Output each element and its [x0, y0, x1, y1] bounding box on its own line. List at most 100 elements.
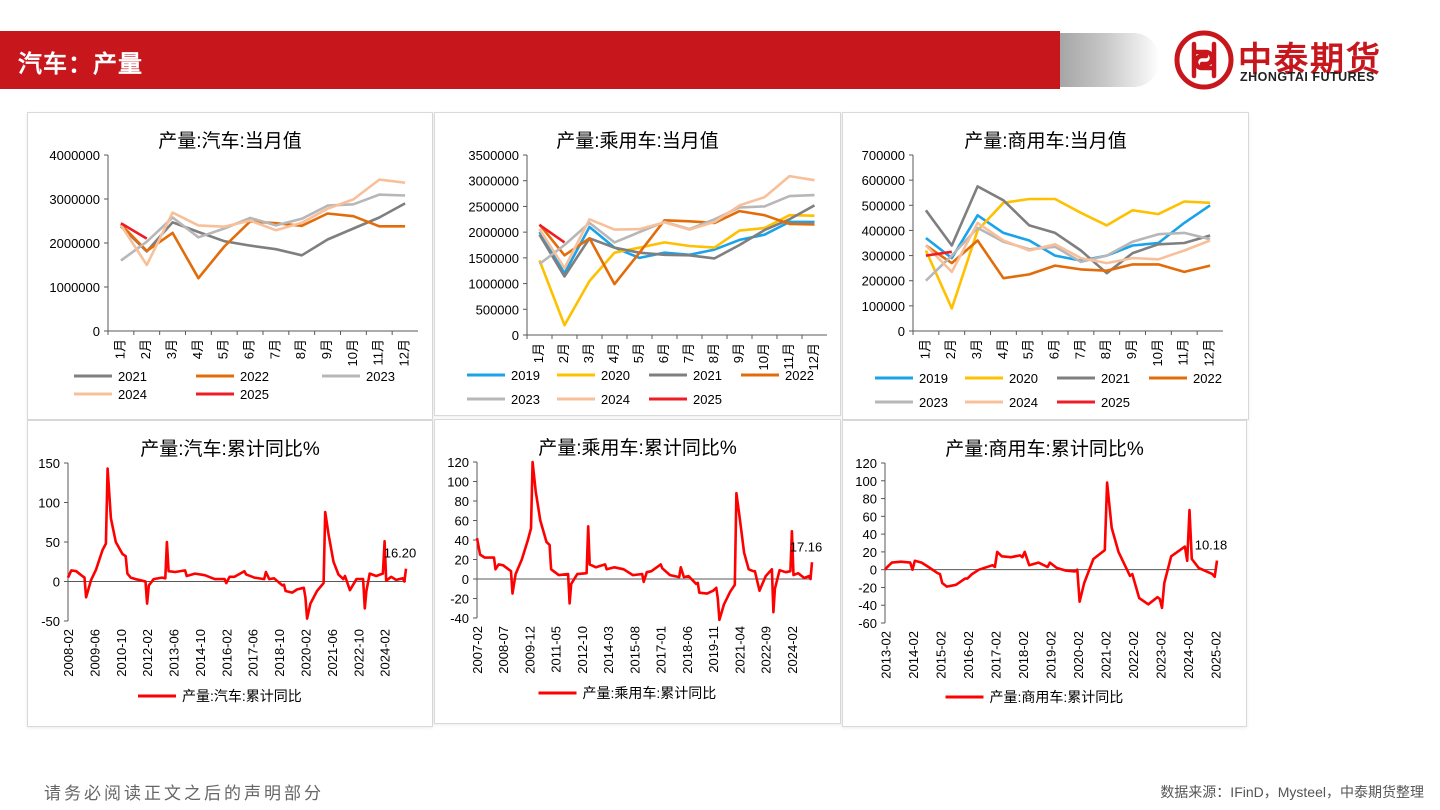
x-tick-label: 2012-02	[140, 629, 155, 677]
x-tick-label: 2018-02	[1016, 631, 1031, 679]
y-tick-label: 60	[455, 514, 469, 529]
x-tick-label: 7月	[681, 343, 696, 363]
y-tick-label: -40	[858, 598, 877, 613]
chart-title: 产量:乘用车:累计同比%	[538, 437, 737, 459]
y-tick-label: 500000	[862, 198, 905, 213]
chart-title: 产量:商用车:累计同比%	[945, 438, 1144, 460]
x-tick-label: 2016-02	[961, 631, 976, 679]
series-line-2024	[119, 178, 406, 267]
footer-source: 数据来源：IFinD，Mysteel，中泰期货整理	[1160, 784, 1424, 800]
chart-commercial-monthly: 产量:商用车:当月值 0 100000 200000 300000 400000 50000…	[862, 130, 1223, 410]
x-tick-label: 2008-07	[496, 626, 511, 674]
y-tick-label: 1000000	[49, 280, 100, 295]
x-tick-label: 2017-06	[246, 629, 261, 677]
header-bar	[0, 31, 1060, 89]
logo-en-text: ZHONGTAI FUTURES	[1240, 70, 1375, 84]
y-tick-label: 200000	[862, 274, 905, 289]
x-tick-label: 3月	[164, 339, 179, 359]
y-tick-label: -50	[41, 614, 60, 629]
x-tick-label: 2021-02	[1099, 631, 1114, 679]
legend-label: 2025	[693, 392, 722, 407]
chart-panel-passenger-monthly: 产量:乘用车:当月值 0 500000 1000000 1500000 2000000 25…	[434, 112, 841, 416]
footer-disclaimer: 请务必阅读正文之后的声明部分	[44, 784, 324, 804]
chart-passenger-monthly: 产量:乘用车:当月值 0 500000 1000000 1500000 2000000 25…	[467, 130, 827, 407]
y-tick-label: 0	[462, 572, 469, 587]
y-tick-label: 150	[38, 456, 60, 471]
chart-panel-auto-yoy: 产量:汽车:累计同比% -50 0 50 100 150 2008-02 2009-06 201…	[27, 420, 433, 727]
x-tick-label: 2013-06	[167, 629, 182, 677]
x-tick-label: 12月	[397, 339, 412, 366]
x-tick-label: 2015-08	[627, 626, 642, 674]
y-tick-label: -20	[450, 592, 469, 607]
x-tick-label: 2020-02	[1071, 631, 1086, 679]
legend-label: 2020	[601, 368, 630, 383]
x-tick-label: 2017-01	[654, 626, 669, 674]
x-tick-label: 11月	[371, 339, 386, 366]
y-tick-label: 2000000	[49, 236, 100, 251]
x-tick-label: 2014-10	[193, 629, 208, 677]
series-line-2024	[538, 174, 815, 270]
x-tick-label: 6月	[242, 339, 257, 359]
y-tick-label: 700000	[862, 148, 905, 163]
legend-label: 2020	[1009, 371, 1038, 386]
chart-panel-auto-monthly: 产量:汽车:当月值 0 1000000 2000000 3000000 4000000 1月…	[27, 112, 433, 420]
x-tick-label: 10月	[756, 343, 771, 370]
legend-label: 产量:乘用车:累计同比	[583, 685, 717, 701]
legend-label: 2023	[511, 392, 540, 407]
y-tick-label: -40	[450, 611, 469, 626]
x-tick-label: 2019-02	[1044, 631, 1059, 679]
legend-label: 2019	[511, 368, 540, 383]
legend-label: 2021	[1101, 371, 1130, 386]
chart-title: 产量:乘用车:当月值	[556, 130, 719, 152]
y-tick-label: 80	[455, 494, 469, 509]
series-line-2023	[120, 193, 406, 262]
series-line-yoy	[475, 460, 814, 622]
x-tick-label: 10月	[1150, 339, 1165, 366]
series-line-yoy	[884, 481, 1219, 610]
legend-label: 产量:商用车:累计同比	[990, 689, 1124, 705]
series-line-2019	[925, 204, 1211, 262]
series-line-2022	[925, 239, 1211, 280]
x-tick-label: 10月	[345, 339, 360, 366]
x-tick-label: 2月	[138, 339, 153, 359]
x-tick-label: 2012-10	[575, 626, 590, 674]
x-tick-label: 2021-04	[732, 626, 747, 674]
x-tick-label: 11月	[781, 343, 796, 370]
legend-label: 2024	[118, 387, 147, 402]
x-tick-label: 2016-02	[219, 629, 234, 677]
x-tick-label: 2019-11	[706, 626, 721, 673]
chart-panel-commercial-monthly: 产量:商用车:当月值 0 100000 200000 300000 400000 50000…	[842, 112, 1249, 420]
y-tick-label: 120	[855, 456, 877, 471]
y-tick-label: 0	[898, 324, 905, 339]
x-tick-label: 2月	[556, 343, 571, 363]
x-tick-label: 2007-02	[470, 626, 485, 674]
x-tick-label: 2024-02	[1181, 631, 1196, 679]
y-tick-label: 20	[863, 545, 877, 560]
x-tick-label: 2014-02	[906, 631, 921, 679]
x-tick-label: 2010-10	[114, 629, 129, 677]
header-shadow	[1050, 33, 1160, 87]
x-tick-label: 1月	[917, 339, 932, 359]
y-tick-label: 400000	[862, 223, 905, 238]
x-tick-label: 8月	[293, 339, 308, 359]
legend-label: 2023	[366, 369, 395, 384]
y-tick-label: 500000	[476, 302, 519, 317]
x-tick-label: 2009-06	[87, 629, 102, 677]
y-tick-label: 3000000	[468, 174, 519, 189]
y-tick-label: 40	[863, 527, 877, 542]
chart-passenger-yoy: 产量:乘用车:累计同比% -40 -20 0 20 40 60 80 100 120 2007-02…	[447, 437, 822, 701]
y-tick-label: 100	[447, 475, 469, 490]
logo-mark-icon	[1174, 30, 1234, 90]
x-tick-label: 12月	[806, 343, 821, 370]
x-tick-label: 9月	[731, 343, 746, 363]
x-tick-label: 2024-02	[785, 626, 800, 674]
y-tick-label: 0	[870, 563, 877, 578]
chart-title: 产量:商用车:当月值	[964, 130, 1127, 152]
y-tick-label: 100	[38, 496, 60, 511]
x-tick-label: 2011-05	[549, 626, 564, 673]
y-tick-label: 80	[863, 492, 877, 507]
series-line-2025	[120, 222, 148, 240]
chart-commercial-yoy: 产量:商用车:累计同比% -60 -40 -20 0 20 40 60 80 100 120 2013…	[855, 438, 1227, 705]
y-tick-label: 300000	[862, 249, 905, 264]
legend-label: 2022	[785, 368, 814, 383]
